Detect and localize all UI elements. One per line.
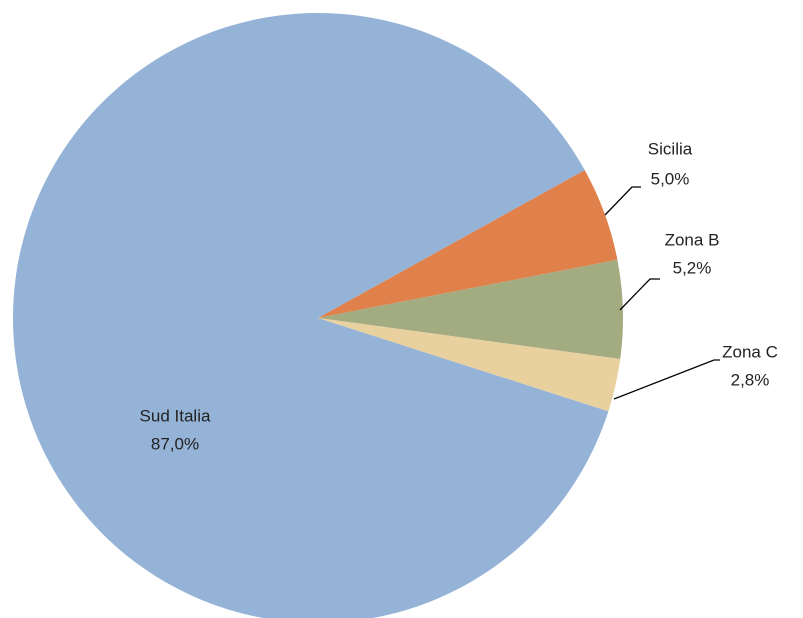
- leader-line: [619, 278, 660, 311]
- slice-label: Zona C: [722, 342, 778, 361]
- slice-label: Zona B: [665, 230, 720, 249]
- slice-value-label: 5,2%: [673, 258, 712, 277]
- leader-line: [604, 186, 641, 216]
- pie-slice: [13, 13, 609, 618]
- slice-value-label: 2,8%: [731, 370, 770, 389]
- leader-line: [613, 359, 720, 400]
- pie-slice: [318, 170, 618, 318]
- slice-label: Sicilia: [648, 139, 693, 158]
- slice-value-label: 5,0%: [651, 169, 690, 188]
- pie-slice: [318, 259, 623, 359]
- slice-value-label: 87,0%: [151, 434, 199, 453]
- slice-label: Sud Italia: [140, 406, 211, 425]
- pie-slice: [318, 318, 621, 412]
